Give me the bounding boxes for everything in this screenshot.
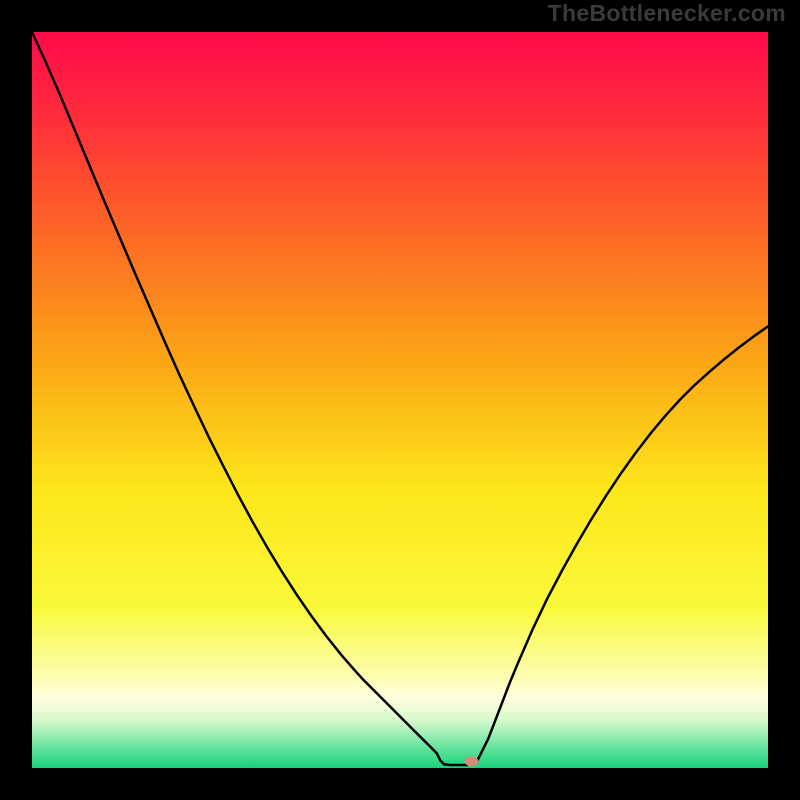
chart-frame: TheBottlenecker.com xyxy=(0,0,800,800)
chart-svg xyxy=(0,0,800,800)
watermark-label: TheBottlenecker.com xyxy=(548,0,786,27)
plot-background xyxy=(32,32,768,768)
optimum-marker xyxy=(464,756,478,766)
